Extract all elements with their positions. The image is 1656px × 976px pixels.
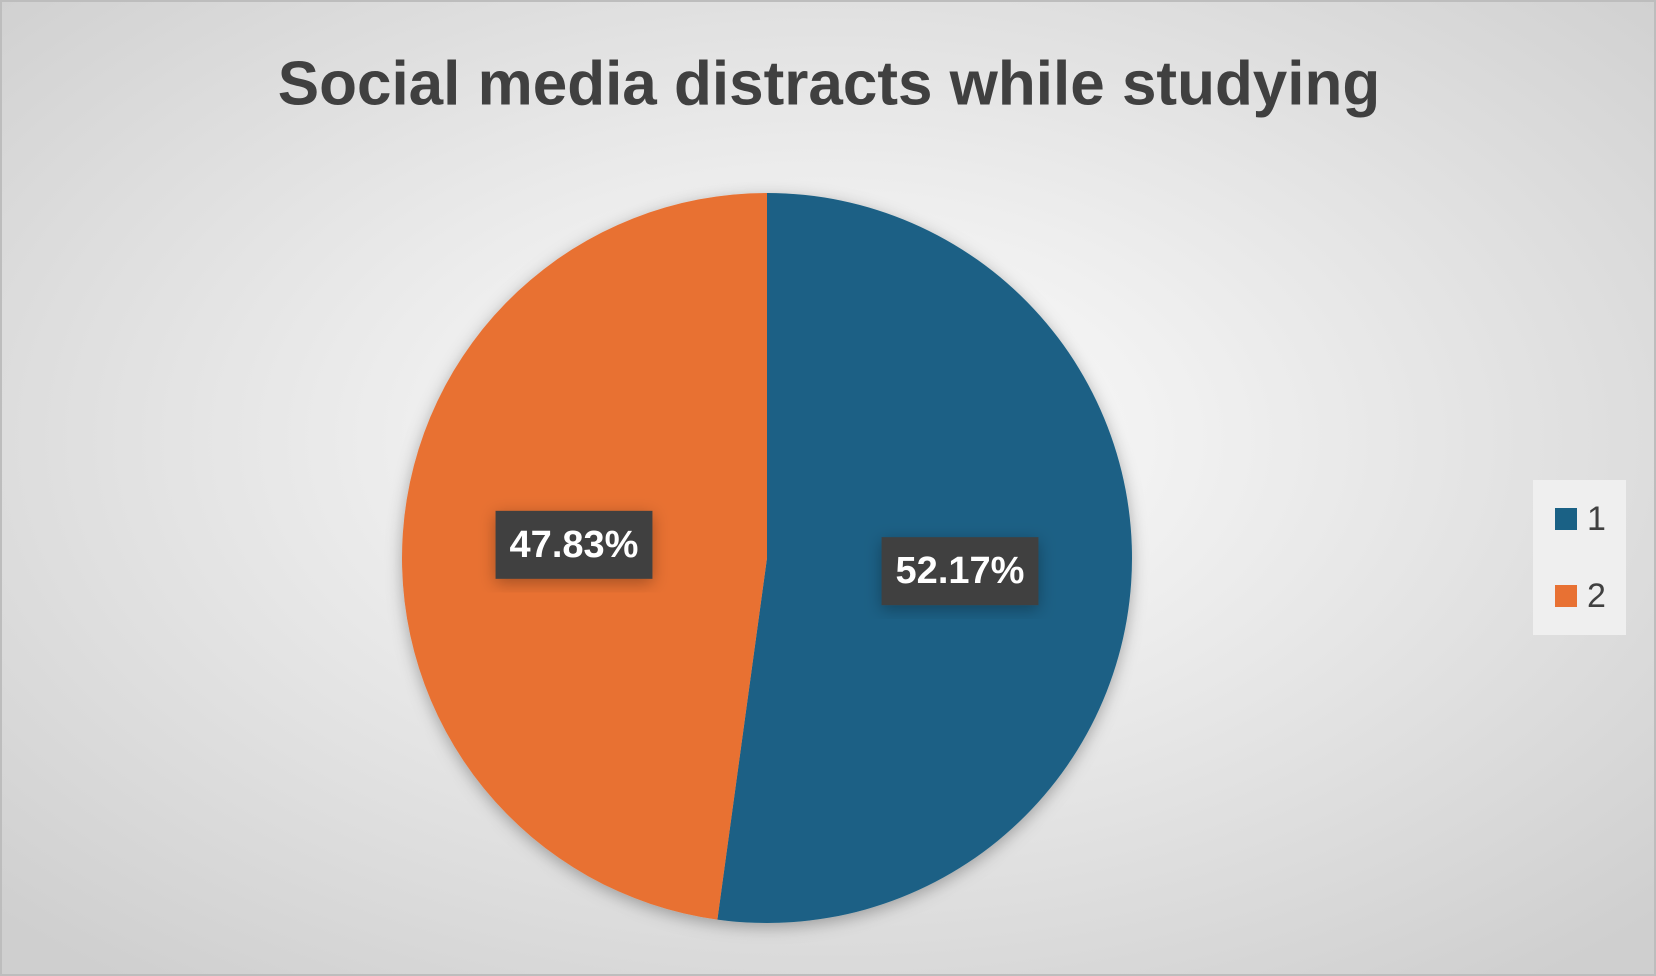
- legend-label: 1: [1587, 500, 1606, 538]
- data-label-box: [881, 537, 1039, 606]
- data-label-box: [495, 510, 653, 579]
- data-label: 52.17%: [896, 550, 1025, 592]
- legend-label: 2: [1587, 577, 1606, 615]
- chart-title: Social media distracts while studying: [278, 49, 1381, 118]
- data-label: 47.83%: [510, 524, 639, 566]
- legend-box: [1533, 480, 1626, 635]
- legend-swatch: [1555, 508, 1577, 530]
- legend-swatch: [1555, 585, 1577, 607]
